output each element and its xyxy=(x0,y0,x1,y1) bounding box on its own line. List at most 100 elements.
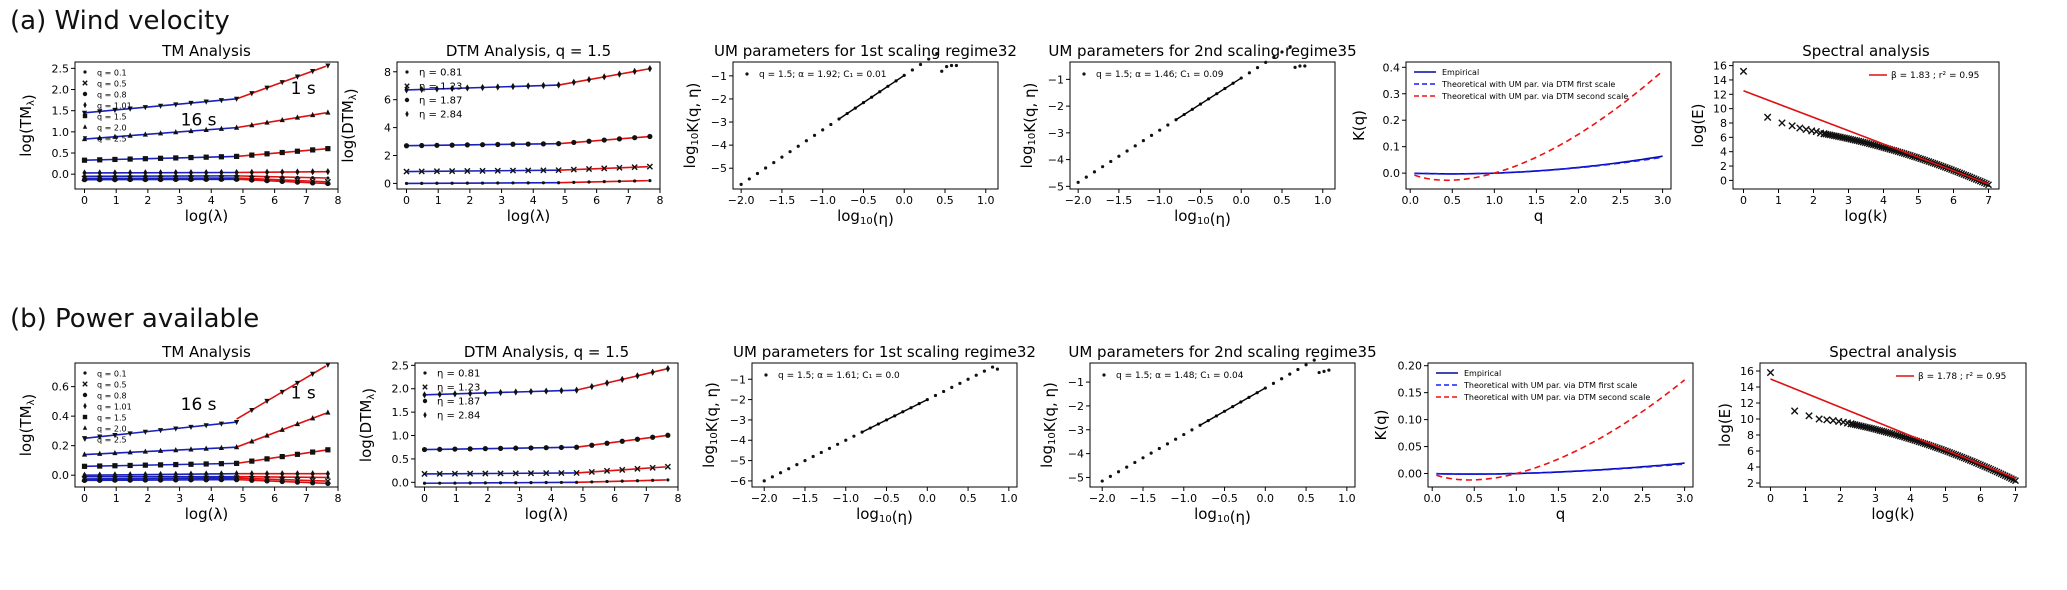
annotation-scale: 1 s xyxy=(291,79,316,99)
series-diamond xyxy=(82,470,330,479)
data-point xyxy=(265,174,269,179)
data-point xyxy=(435,181,439,185)
data-point xyxy=(127,176,133,183)
y-tick-label: 14 xyxy=(1713,74,1727,87)
x-tick-label: 3 xyxy=(176,492,183,505)
y-tick-label: 6 xyxy=(384,94,391,107)
data-point xyxy=(819,450,823,455)
legend-label: η = 2.84 xyxy=(419,110,462,121)
data-point xyxy=(1788,122,1796,130)
x-axis-label: log(λ) xyxy=(507,207,550,225)
legend-label: q = 1.5; α = 1.48; C₁ = 0.04 xyxy=(1116,371,1244,381)
data-point xyxy=(617,179,622,183)
data-point xyxy=(188,169,194,177)
data-point xyxy=(632,67,637,75)
data-point xyxy=(572,180,576,184)
legend-label: β = 1.78 ; r² = 0.95 xyxy=(1918,372,2006,382)
y-tick-label: −2 xyxy=(1048,100,1064,113)
data-point xyxy=(203,477,209,483)
legend-marker-triangle-up xyxy=(82,425,88,430)
data-point xyxy=(1149,451,1153,455)
x-tick-label: 5 xyxy=(1942,492,1949,505)
data-point xyxy=(634,465,641,472)
plot-frame xyxy=(1427,362,1694,488)
data-point xyxy=(525,167,532,174)
data-point xyxy=(1802,125,1810,134)
x-axis-label: log(λ) xyxy=(185,505,228,523)
data-point xyxy=(836,442,840,446)
legend-label: η = 1.87 xyxy=(419,96,462,107)
data-point xyxy=(1165,442,1170,446)
data-point xyxy=(234,168,239,177)
fit-line xyxy=(838,74,905,120)
x-tick-label: 2.5 xyxy=(1612,194,1630,207)
data-point xyxy=(650,368,655,376)
data-point xyxy=(97,463,103,469)
data-point xyxy=(1247,71,1251,75)
series-points xyxy=(1076,45,1307,184)
x-tick-label: 3 xyxy=(498,194,505,207)
data-point xyxy=(311,176,315,180)
legend-marker-triangle-down xyxy=(82,136,88,141)
x-axis-label: log(k) xyxy=(1871,505,1914,523)
data-point xyxy=(294,179,301,185)
data-point xyxy=(127,132,133,138)
data-point xyxy=(1892,431,1900,439)
data-point xyxy=(173,426,179,432)
data-point xyxy=(465,84,470,92)
data-point xyxy=(498,388,503,397)
data-point xyxy=(173,129,179,135)
data-point xyxy=(942,389,946,394)
y-tick-label: 8 xyxy=(1747,429,1754,442)
data-point xyxy=(1829,416,1837,425)
data-point xyxy=(1264,60,1268,65)
data-point xyxy=(219,470,224,478)
y-tick-label: −2 xyxy=(730,394,746,407)
y-axis-label: K(q) xyxy=(1350,110,1368,141)
data-point xyxy=(325,146,331,152)
y-tick-label: −4 xyxy=(711,139,727,152)
y-axis-label: log(DTMλ) xyxy=(339,88,360,162)
data-point xyxy=(142,448,148,454)
data-point xyxy=(112,156,118,163)
data-point xyxy=(264,432,270,438)
data-point xyxy=(404,181,409,186)
legend-label: q = 0.1 xyxy=(97,69,127,78)
data-point xyxy=(81,157,88,163)
legend-label: β = 1.83 ; r² = 0.95 xyxy=(1891,71,1979,81)
x-tick-label: 1 xyxy=(1802,492,1809,505)
x-tick-label: 0 xyxy=(403,194,410,207)
data-point xyxy=(295,168,300,176)
y-tick-label: 0.0 xyxy=(1383,167,1401,180)
data-point xyxy=(188,176,194,182)
data-point xyxy=(249,407,255,414)
x-tick-label: 7 xyxy=(2012,492,2019,505)
data-point xyxy=(558,444,564,451)
data-point xyxy=(112,471,118,479)
series-square xyxy=(81,447,331,469)
data-point xyxy=(982,369,986,373)
first-scale-curve xyxy=(1414,156,1663,175)
fit-line xyxy=(1199,387,1266,426)
data-point xyxy=(918,62,923,67)
annotation-scale: 16 s xyxy=(181,395,217,415)
data-point xyxy=(203,461,209,467)
data-point xyxy=(1174,437,1178,441)
data-point xyxy=(112,432,118,439)
legend-label: η = 2.84 xyxy=(437,411,480,422)
plot-frame xyxy=(732,61,999,190)
data-point xyxy=(294,420,301,427)
x-tick-label: 6 xyxy=(593,194,600,207)
data-point xyxy=(97,450,103,456)
data-point xyxy=(541,81,546,90)
data-point xyxy=(157,428,164,434)
data-point xyxy=(157,477,164,483)
y-axis-label: K(q) xyxy=(1372,409,1390,440)
y-tick-label: 1.5 xyxy=(52,105,70,118)
chart-a5: 0.0 0.5 1.0 1.5 2.0 2.5 3.0 0.0 0.1 0.2 0.3 0.4 q K(q… xyxy=(1350,61,1672,225)
y-tick-label: 0.1 xyxy=(1383,141,1401,154)
x-tick-label: −0.5 xyxy=(1211,492,1238,505)
data-point xyxy=(127,477,133,483)
x-tick-label: −1.5 xyxy=(792,492,819,505)
x-tick-label: 1 xyxy=(1775,194,1782,207)
